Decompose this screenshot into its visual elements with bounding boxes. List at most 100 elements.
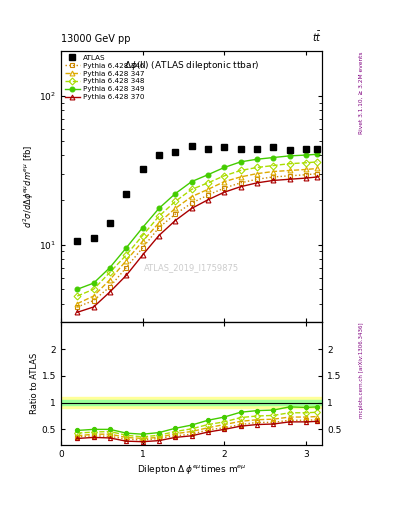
Legend: ATLAS, Pythia 6.428 346, Pythia 6.428 347, Pythia 6.428 348, Pythia 6.428 349, P: ATLAS, Pythia 6.428 346, Pythia 6.428 34… xyxy=(63,53,146,101)
Pythia 6.428 346 xyxy=(238,180,243,186)
Pythia 6.428 370 xyxy=(91,304,96,310)
Y-axis label: $d^2\sigma$/$d\Delta\phi^{e\mu}dm^{e\mu}$ [fb]: $d^2\sigma$/$d\Delta\phi^{e\mu}dm^{e\mu}… xyxy=(22,145,36,228)
Pythia 6.428 349 xyxy=(156,205,161,211)
Pythia 6.428 370 xyxy=(222,189,227,195)
Pythia 6.428 348 xyxy=(124,252,129,258)
Text: $\Delta\phi$(ll) (ATLAS dileptonic ttbar): $\Delta\phi$(ll) (ATLAS dileptonic ttbar… xyxy=(124,59,259,72)
Pythia 6.428 347 xyxy=(271,168,275,175)
Text: Rivet 3.1.10, ≥ 3.2M events: Rivet 3.1.10, ≥ 3.2M events xyxy=(359,51,364,134)
Pythia 6.428 347 xyxy=(140,238,145,244)
ATLAS xyxy=(173,149,178,155)
Pythia 6.428 346 xyxy=(315,170,320,177)
Pythia 6.428 349 xyxy=(287,153,292,159)
Pythia 6.428 348 xyxy=(271,162,275,168)
Pythia 6.428 348 xyxy=(156,213,161,219)
Pythia 6.428 349 xyxy=(124,245,129,251)
Pythia 6.428 349 xyxy=(303,152,308,158)
Pythia 6.428 348 xyxy=(255,164,259,170)
Pythia 6.428 370 xyxy=(124,272,129,279)
Pythia 6.428 349 xyxy=(189,179,194,185)
Pythia 6.428 347 xyxy=(206,186,210,193)
Text: ATLAS_2019_I1759875: ATLAS_2019_I1759875 xyxy=(144,264,239,272)
Pythia 6.428 346 xyxy=(255,176,259,182)
Pythia 6.428 348 xyxy=(75,293,80,299)
Pythia 6.428 346 xyxy=(108,284,112,290)
Pythia 6.428 347 xyxy=(303,166,308,173)
Pythia 6.428 349 xyxy=(255,156,259,162)
Pythia 6.428 346 xyxy=(75,304,80,310)
Pythia 6.428 348 xyxy=(189,186,194,193)
Pythia 6.428 348 xyxy=(315,159,320,165)
Pythia 6.428 347 xyxy=(238,174,243,180)
Pythia 6.428 370 xyxy=(287,176,292,182)
Pythia 6.428 349 xyxy=(238,159,243,165)
Pythia 6.428 370 xyxy=(271,177,275,183)
Pythia 6.428 349 xyxy=(173,190,178,197)
Pythia 6.428 349 xyxy=(75,286,80,292)
Pythia 6.428 370 xyxy=(156,232,161,239)
Line: Pythia 6.428 348: Pythia 6.428 348 xyxy=(75,159,320,298)
Pythia 6.428 370 xyxy=(173,218,178,224)
Bar xyxy=(61,400,322,406)
Pythia 6.428 346 xyxy=(271,174,275,180)
Pythia 6.428 347 xyxy=(91,293,96,299)
ATLAS xyxy=(108,220,112,226)
Pythia 6.428 347 xyxy=(222,179,227,185)
Pythia 6.428 349 xyxy=(315,151,320,157)
Pythia 6.428 348 xyxy=(173,198,178,204)
Pythia 6.428 370 xyxy=(189,205,194,211)
Pythia 6.428 370 xyxy=(140,252,145,258)
ATLAS xyxy=(189,143,194,149)
Text: 13000 GeV pp: 13000 GeV pp xyxy=(61,33,130,44)
Pythia 6.428 346 xyxy=(124,265,129,271)
Pythia 6.428 347 xyxy=(173,205,178,211)
Pythia 6.428 347 xyxy=(315,165,320,172)
Pythia 6.428 346 xyxy=(189,200,194,206)
ATLAS xyxy=(271,144,275,151)
ATLAS xyxy=(124,190,129,197)
Pythia 6.428 347 xyxy=(255,170,259,177)
Text: $t\bar{t}$: $t\bar{t}$ xyxy=(312,30,322,44)
X-axis label: Dilepton $\Delta\,\phi^{e\mu}$times m$^{e\mu}$: Dilepton $\Delta\,\phi^{e\mu}$times m$^{… xyxy=(137,463,246,477)
Pythia 6.428 370 xyxy=(238,184,243,190)
Line: ATLAS: ATLAS xyxy=(74,143,320,245)
Pythia 6.428 348 xyxy=(238,167,243,174)
Pythia 6.428 349 xyxy=(108,265,112,271)
Pythia 6.428 370 xyxy=(108,289,112,295)
Pythia 6.428 348 xyxy=(206,180,210,186)
Text: mcplots.cern.ch [arXiv:1306.3436]: mcplots.cern.ch [arXiv:1306.3436] xyxy=(359,322,364,418)
Pythia 6.428 347 xyxy=(108,276,112,283)
ATLAS xyxy=(303,146,308,152)
Bar xyxy=(61,397,322,408)
ATLAS xyxy=(315,146,320,152)
Line: Pythia 6.428 346: Pythia 6.428 346 xyxy=(75,171,320,309)
Pythia 6.428 348 xyxy=(303,160,308,166)
Pythia 6.428 370 xyxy=(255,180,259,186)
ATLAS xyxy=(287,147,292,154)
Pythia 6.428 346 xyxy=(303,172,308,178)
Pythia 6.428 347 xyxy=(287,167,292,174)
Y-axis label: Ratio to ATLAS: Ratio to ATLAS xyxy=(30,353,39,415)
Pythia 6.428 346 xyxy=(173,211,178,217)
Pythia 6.428 349 xyxy=(206,172,210,178)
Pythia 6.428 348 xyxy=(287,161,292,167)
Pythia 6.428 370 xyxy=(206,197,210,203)
Pythia 6.428 349 xyxy=(222,164,227,170)
Pythia 6.428 346 xyxy=(91,297,96,304)
ATLAS xyxy=(238,146,243,152)
Pythia 6.428 346 xyxy=(206,192,210,198)
Pythia 6.428 346 xyxy=(156,225,161,231)
Pythia 6.428 348 xyxy=(91,286,96,292)
Line: Pythia 6.428 349: Pythia 6.428 349 xyxy=(75,152,320,292)
Pythia 6.428 349 xyxy=(271,155,275,161)
ATLAS xyxy=(91,236,96,242)
Pythia 6.428 349 xyxy=(140,225,145,231)
Pythia 6.428 349 xyxy=(91,280,96,286)
Line: Pythia 6.428 347: Pythia 6.428 347 xyxy=(75,166,320,306)
Pythia 6.428 347 xyxy=(124,258,129,264)
Line: Pythia 6.428 370: Pythia 6.428 370 xyxy=(75,175,320,315)
Pythia 6.428 348 xyxy=(222,173,227,179)
ATLAS xyxy=(156,152,161,158)
Pythia 6.428 346 xyxy=(287,173,292,179)
Pythia 6.428 370 xyxy=(75,309,80,315)
